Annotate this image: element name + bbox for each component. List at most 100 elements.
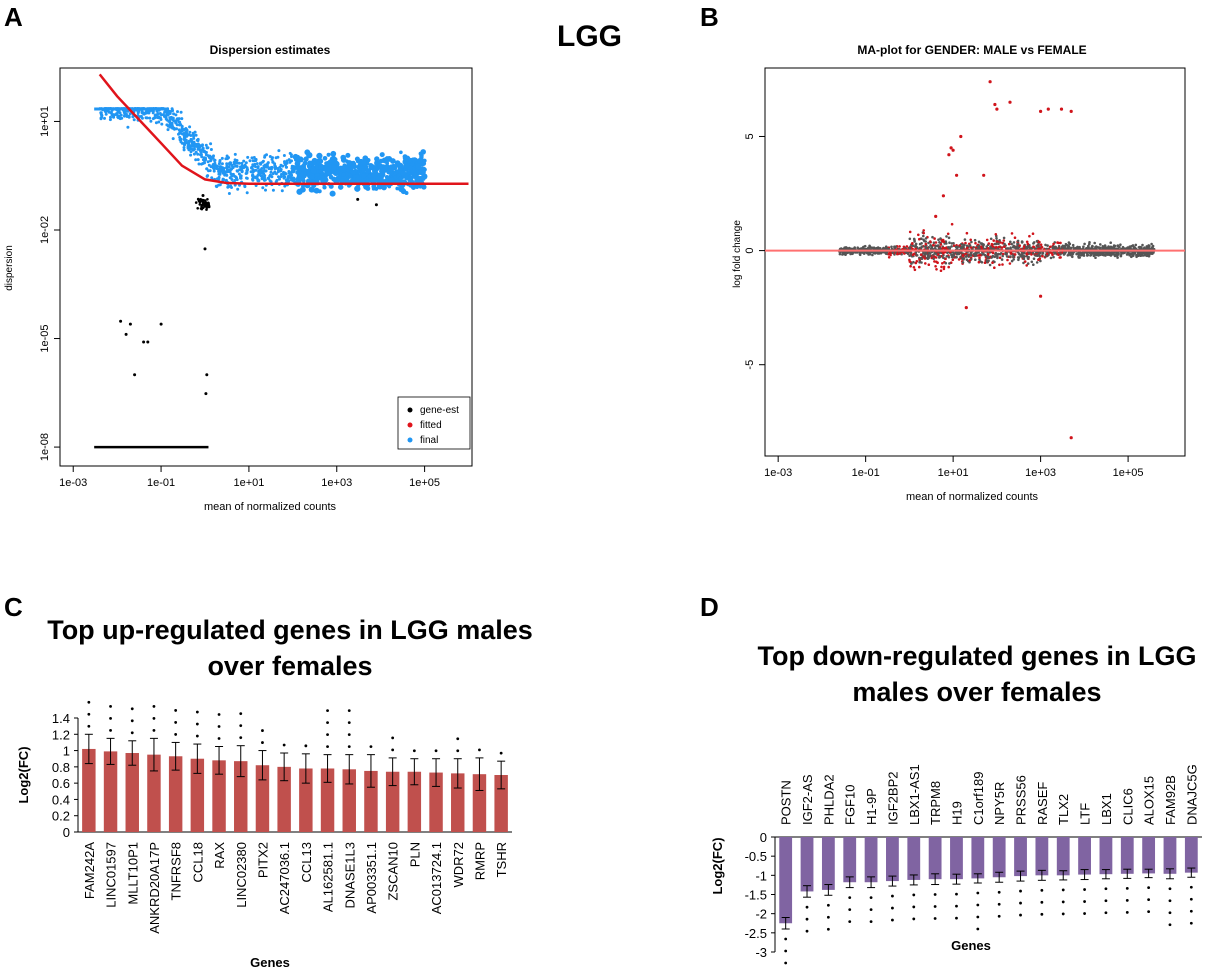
- significance-mark-d: [933, 893, 937, 896]
- final-point: [212, 167, 216, 171]
- significance-mark-d: [891, 906, 894, 910]
- nonsignificant-point: [1029, 246, 1032, 249]
- final-point: [381, 184, 387, 191]
- nonsignificant-point: [1049, 256, 1053, 260]
- final-point: [263, 178, 266, 182]
- panel-label-c: C: [4, 592, 23, 622]
- nonsignificant-point: [1072, 246, 1075, 249]
- final-point: [221, 167, 225, 171]
- final-point: [340, 165, 346, 171]
- final-point: [377, 163, 383, 169]
- nonsignificant-point: [1039, 259, 1042, 263]
- nonsignificant-point: [1092, 254, 1096, 258]
- nonsignificant-point: [890, 245, 893, 249]
- final-point: [330, 150, 337, 157]
- panel-label-d: D: [700, 592, 719, 622]
- significance-mark-d: [997, 902, 1001, 906]
- significant-point: [933, 255, 936, 258]
- final-point: [368, 162, 374, 169]
- final-point: [235, 169, 239, 173]
- final-point: [356, 169, 361, 174]
- final-point: [310, 175, 315, 180]
- final-point: [303, 156, 309, 162]
- final-point: [288, 172, 292, 176]
- nonsignificant-point: [933, 251, 936, 255]
- nonsignificant-point: [1119, 243, 1122, 246]
- final-point: [171, 137, 175, 141]
- final-point: [312, 161, 317, 166]
- nonsignificant-point: [993, 255, 997, 259]
- final-point: [166, 124, 170, 128]
- significance-mark-d: [997, 890, 1001, 894]
- final-point: [256, 166, 260, 170]
- final-point: [326, 152, 331, 157]
- final-point: [108, 118, 112, 122]
- final-point: [226, 185, 230, 189]
- nonsignificant-point: [1061, 245, 1064, 249]
- y-tick-label-d: -0.5: [745, 849, 767, 864]
- x-tick-label-a: 1e-01: [147, 477, 175, 489]
- final-point: [132, 118, 136, 122]
- gene-est-point: [146, 340, 150, 344]
- dispersion-chart: Dispersion estimates mean of normalized …: [4, 43, 473, 513]
- final-point: [193, 145, 197, 149]
- significance-mark-d: [1083, 912, 1086, 915]
- gene-est-point: [207, 203, 210, 206]
- bar-d: [992, 837, 1006, 878]
- final-point: [198, 144, 202, 148]
- final-point: [204, 151, 208, 154]
- nonsignificant-point: [1116, 256, 1119, 259]
- nonsignificant-point: [1137, 246, 1141, 249]
- final-point: [196, 147, 200, 151]
- category-label-d: NPY5R: [992, 782, 1007, 825]
- significance-mark-d: [955, 904, 958, 908]
- final-point: [237, 172, 241, 176]
- y-tick-label-a: 1e-02: [39, 216, 51, 244]
- nonsignificant-point: [849, 252, 852, 256]
- chart-d-ylabel: Log2(FC): [710, 837, 725, 894]
- final-point: [321, 174, 325, 179]
- bar-d: [1099, 837, 1113, 875]
- category-label-d: DNAJC5G: [1184, 764, 1199, 825]
- final-point: [237, 161, 241, 165]
- final-point: [200, 144, 204, 148]
- final-point: [193, 130, 197, 134]
- final-point: [217, 167, 221, 171]
- gene-est-point: [124, 332, 128, 336]
- significant-point: [939, 243, 943, 246]
- final-point: [206, 146, 210, 150]
- nonsignificant-point: [866, 247, 870, 251]
- significance-mark-d: [955, 892, 958, 896]
- category-label-d: ALOX15: [1142, 776, 1157, 825]
- significant-point: [1010, 232, 1014, 235]
- nonsignificant-point: [945, 254, 949, 258]
- nonsignificant-point: [1010, 259, 1014, 263]
- final-point: [185, 134, 189, 138]
- final-point: [407, 177, 412, 183]
- legend-final: final: [420, 435, 438, 446]
- nonsignificant-point: [1030, 260, 1034, 264]
- nonsignificant-point: [1147, 244, 1150, 247]
- final-point: [195, 138, 199, 142]
- gene-est-point: [356, 197, 360, 201]
- nonsignificant-point: [927, 246, 930, 249]
- significant-point: [946, 232, 950, 236]
- nonsignificant-point: [1016, 256, 1020, 259]
- significant-point: [1026, 242, 1030, 246]
- gene-est-point: [202, 203, 205, 206]
- nonsignificant-point: [1134, 243, 1138, 247]
- nonsignificant-point: [871, 253, 874, 257]
- category-label-d: H1-9P: [864, 788, 879, 825]
- significant-point: [1032, 245, 1035, 248]
- y-tick-label-a: 1e-08: [39, 433, 51, 461]
- nonsignificant-point: [1082, 254, 1086, 257]
- nonsignificant-point: [920, 237, 923, 240]
- final-point: [384, 164, 390, 170]
- nonsignificant-point: [877, 252, 881, 255]
- final-point: [157, 120, 161, 124]
- bar-d: [928, 837, 942, 880]
- final-point: [265, 165, 269, 169]
- nonsignificant-point: [923, 253, 927, 256]
- nonsignificant-point: [1151, 252, 1154, 255]
- final-point: [403, 164, 407, 169]
